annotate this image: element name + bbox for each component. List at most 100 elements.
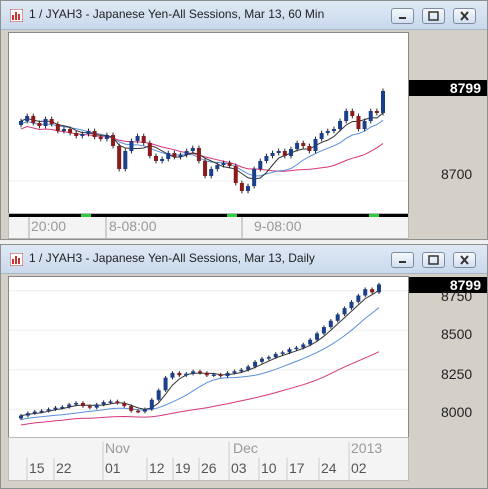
- candle-body: [377, 284, 381, 293]
- candle-body: [80, 134, 85, 136]
- time-label: 8-08:00: [109, 218, 157, 234]
- candle-body: [335, 314, 340, 321]
- candle-body: [227, 163, 232, 166]
- candle-body: [108, 401, 113, 403]
- candle-body: [160, 159, 165, 161]
- day-label: 19: [175, 460, 191, 476]
- candle-body: [135, 136, 140, 141]
- time-axis[interactable]: Nov Dec 2013 15 22 01 12 19 26 03 10 17 …: [8, 437, 409, 481]
- candle-body: [209, 169, 214, 176]
- window-titlebar[interactable]: 1 / JYAH3 - Japanese Yen-All Sessions, M…: [1, 245, 487, 274]
- candle-body: [374, 111, 379, 113]
- window-titlebar[interactable]: 1 / JYAH3 - Japanese Yen-All Sessions, M…: [1, 1, 487, 30]
- candle-body: [315, 333, 320, 340]
- candle-body: [287, 349, 292, 353]
- session-strip: [9, 214, 408, 238]
- candle-body: [61, 129, 66, 131]
- candle-body: [19, 415, 23, 419]
- candle-body: [141, 136, 146, 143]
- month-label: 2013: [351, 440, 383, 456]
- candle-body: [68, 129, 73, 133]
- maximize-button[interactable]: [422, 8, 445, 24]
- candle-body: [147, 143, 152, 156]
- candle-body: [264, 156, 269, 161]
- candle-body: [252, 169, 257, 186]
- last-price-badge: 8799: [409, 80, 487, 96]
- candlestick-chart-daily: [9, 282, 408, 426]
- candle-body: [129, 141, 134, 151]
- candle-body: [225, 372, 230, 377]
- candle-body: [94, 404, 99, 408]
- candle-body: [67, 404, 72, 407]
- candle-body: [43, 119, 48, 126]
- minimize-button[interactable]: [391, 8, 414, 24]
- candle-body: [211, 374, 216, 376]
- last-price-badge: 8799: [409, 277, 487, 293]
- candle-body: [60, 406, 65, 409]
- close-button[interactable]: [453, 8, 476, 24]
- day-label: 02: [351, 460, 367, 476]
- candle-body: [163, 377, 168, 391]
- candle-body: [156, 390, 161, 400]
- candle-body: [123, 151, 128, 169]
- candle-body: [111, 135, 116, 146]
- price-plot-area[interactable]: [8, 32, 409, 216]
- candle-body: [25, 116, 30, 121]
- candle-body: [363, 289, 368, 296]
- time-axis[interactable]: 20:00 8-08:00 9-08:00: [8, 213, 409, 239]
- candle-body: [149, 399, 154, 410]
- candle-body: [319, 133, 324, 139]
- price-axis-label: 8700: [441, 166, 473, 182]
- chart-window-60min[interactable]: 1 / JYAH3 - Japanese Yen-All Sessions, M…: [0, 0, 488, 240]
- candle-body: [288, 149, 293, 156]
- price-axis-label: 8750: [441, 288, 473, 304]
- moving-average-line: [20, 119, 384, 177]
- candle-body: [273, 353, 278, 358]
- chart-app-icon: [10, 9, 23, 22]
- minimize-button[interactable]: [391, 252, 414, 268]
- maximize-button[interactable]: [422, 252, 445, 268]
- candle-body: [331, 129, 336, 131]
- time-label: 9-08:00: [254, 218, 302, 234]
- candle-body: [37, 123, 42, 126]
- candle-body: [204, 372, 209, 376]
- candle-body: [49, 119, 54, 124]
- candle-body: [362, 121, 367, 129]
- candle-body: [259, 358, 264, 362]
- candle-body: [349, 301, 354, 309]
- candle-body: [308, 339, 313, 345]
- candle-body: [177, 372, 182, 376]
- candle-body: [338, 121, 343, 129]
- price-axis-label: 8500: [441, 326, 473, 342]
- candle-body: [190, 148, 195, 151]
- day-label: 17: [289, 460, 305, 476]
- chart-window-daily[interactable]: 1 / JYAH3 - Japanese Yen-All Sessions, M…: [0, 244, 488, 489]
- candle-body: [218, 374, 223, 377]
- candle-body: [153, 156, 158, 161]
- day-label: 26: [201, 460, 217, 476]
- candle-body: [232, 371, 237, 373]
- candle-body: [313, 139, 318, 151]
- candle-body: [328, 320, 333, 328]
- candle-body: [55, 124, 60, 131]
- candle-body: [342, 308, 347, 315]
- candle-body: [239, 369, 244, 372]
- day-label: 12: [149, 460, 165, 476]
- time-label: 20:00: [31, 218, 67, 234]
- candle-body: [282, 151, 287, 156]
- candle-body: [294, 347, 299, 350]
- day-label: 15: [29, 460, 45, 476]
- candle-body: [53, 407, 58, 410]
- close-button[interactable]: [453, 252, 476, 268]
- candle-body: [325, 131, 330, 133]
- candle-body: [203, 161, 208, 176]
- candle-body: [117, 146, 122, 169]
- candle-body: [129, 406, 134, 411]
- candle-body: [25, 413, 30, 416]
- candle-body: [104, 135, 109, 139]
- candle-body: [101, 402, 106, 405]
- price-plot-area[interactable]: [8, 276, 409, 458]
- moving-average-line: [20, 112, 384, 180]
- minimize-icon: [399, 261, 406, 263]
- candle-body: [86, 131, 91, 134]
